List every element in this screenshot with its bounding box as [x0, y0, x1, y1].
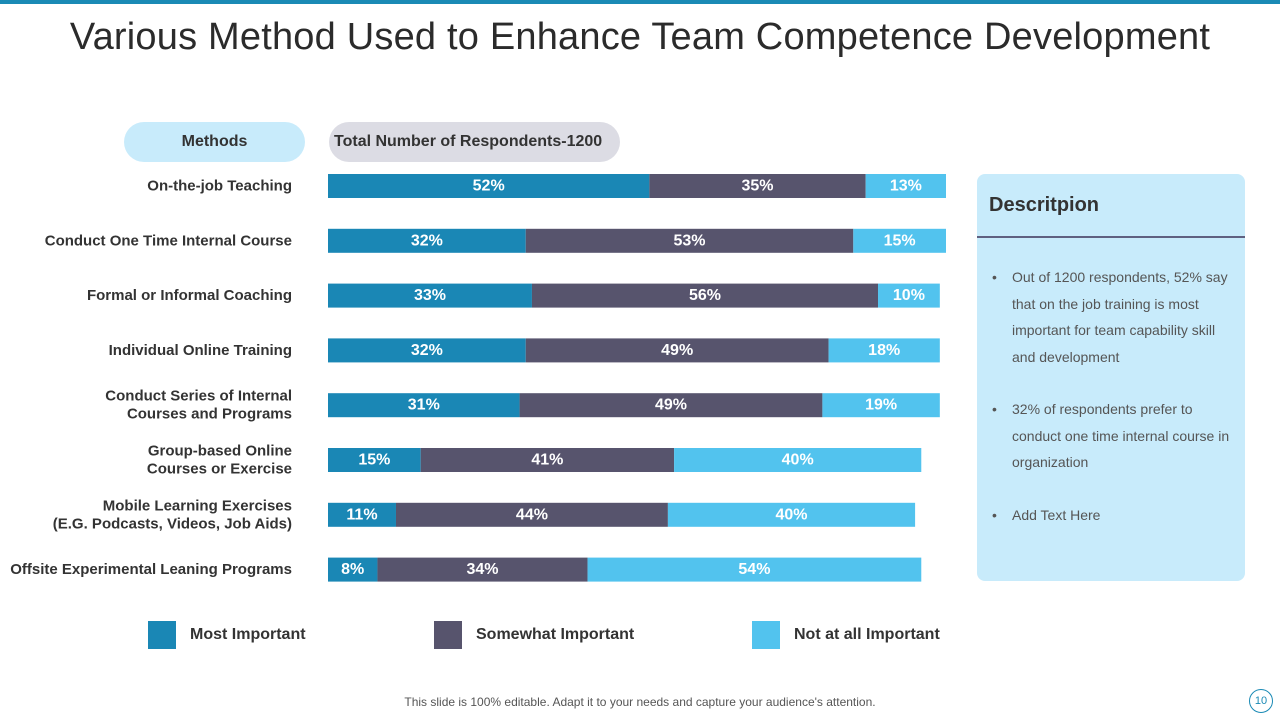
- bar-segment: [328, 393, 520, 418]
- description-item: • Add Text Here: [989, 502, 1239, 529]
- category-label: Individual Online Training: [109, 342, 292, 359]
- category-label: (E.G. Podcasts, Videos, Job Aids): [53, 515, 292, 532]
- data-label: 15%: [358, 452, 390, 469]
- description-panel: Descritpion • Out of 1200 respondents, 52…: [977, 174, 1245, 581]
- bullet-icon: •: [992, 269, 997, 285]
- bar-segment: [328, 448, 421, 472]
- bar-segment: [328, 557, 378, 582]
- bar-segment: [649, 174, 866, 198]
- category-label: Formal or Informal Coaching: [87, 287, 292, 304]
- legend-swatch-most: [148, 621, 176, 649]
- data-label: 54%: [738, 561, 770, 578]
- bar-segment: [531, 283, 879, 308]
- data-label: 31%: [408, 397, 440, 414]
- category-label: Conduct One Time Internal Course: [45, 232, 292, 249]
- bar-segment: [878, 283, 940, 308]
- data-label: 8%: [341, 561, 364, 578]
- methods-header-pill: Methods: [124, 122, 305, 162]
- bar-segment: [674, 448, 922, 472]
- description-item-text: 32% of respondents prefer to conduct one…: [1012, 401, 1230, 470]
- data-label: 49%: [661, 342, 693, 359]
- data-label: 34%: [466, 561, 498, 578]
- data-label: 33%: [414, 287, 446, 304]
- category-label: Conduct Series of Internal: [105, 388, 292, 405]
- description-item-text: Add Text Here: [1012, 506, 1101, 523]
- data-label: 41%: [531, 452, 563, 469]
- data-label: 35%: [741, 178, 773, 195]
- data-label: 19%: [865, 397, 897, 414]
- data-label: 18%: [868, 342, 900, 359]
- data-label: 56%: [689, 287, 721, 304]
- legend-swatch-somewhat: [434, 621, 462, 649]
- bar-segment: [525, 338, 829, 363]
- data-label: 40%: [775, 506, 807, 523]
- category-label: Courses and Programs: [127, 406, 292, 423]
- data-label: 52%: [473, 178, 505, 195]
- data-label: 32%: [411, 342, 443, 359]
- bar-segment: [828, 338, 940, 363]
- legend-label-not-at-all: Not at all Important: [794, 626, 940, 643]
- page-number: 10: [1249, 689, 1273, 713]
- stacked-bar-chart: On-the-job Teaching 52% 35% 13% Conduct One …: [10, 174, 946, 582]
- data-label: 40%: [782, 452, 814, 469]
- legend-somewhat-important: Somewhat Important: [434, 621, 634, 649]
- legend-label-somewhat: Somewhat Important: [476, 626, 635, 643]
- top-accent-line: [0, 0, 1280, 4]
- bar-segment: [525, 228, 854, 253]
- bar-segment: [822, 393, 940, 418]
- bar-segment: [587, 557, 922, 582]
- category-label: Offsite Experimental Leaning Programs: [10, 561, 292, 578]
- data-label: 32%: [411, 232, 443, 249]
- data-label: 11%: [346, 506, 377, 523]
- data-label: 53%: [674, 232, 706, 249]
- category-label: Mobile Learning Exercises: [103, 497, 292, 514]
- bar-segment: [667, 502, 916, 527]
- description-item: • 32% of respondents prefer to conduct on…: [989, 396, 1239, 476]
- data-label: 13%: [890, 178, 922, 195]
- category-label: On-the-job Teaching: [147, 178, 292, 195]
- legend-most-important: Most Important: [148, 621, 306, 649]
- description-item-text: Out of 1200 respondents, 52% say that on…: [1012, 269, 1228, 365]
- data-label: 10%: [893, 287, 925, 304]
- description-divider: [977, 236, 1245, 238]
- bar-segment: [328, 174, 650, 198]
- bar-segment: [328, 283, 532, 308]
- description-title: Descritpion: [989, 194, 1100, 216]
- bar-segment: [328, 338, 526, 363]
- bar-segment: [377, 557, 588, 582]
- footer-note: This slide is 100% editable. Adapt it to…: [404, 695, 876, 709]
- bullet-icon: •: [992, 506, 997, 523]
- legend-swatch-not-at-all: [752, 621, 780, 649]
- category-label: Group-based Online: [148, 443, 292, 460]
- bar-segment: [328, 502, 396, 527]
- bar-segment: [420, 448, 675, 472]
- bar-segment: [519, 393, 823, 418]
- data-label: 49%: [655, 397, 687, 414]
- description-item: • Out of 1200 respondents, 52% say that o…: [989, 264, 1239, 370]
- description-list: • Out of 1200 respondents, 52% say that o…: [989, 264, 1239, 554]
- category-label: Courses or Exercise: [147, 461, 292, 478]
- bar-segment: [853, 228, 946, 253]
- bar-segment: [865, 174, 946, 198]
- bullet-icon: •: [992, 401, 997, 417]
- legend-label-most: Most Important: [190, 626, 306, 643]
- total-respondents-pill: Total Number of Respondents-1200: [329, 122, 620, 162]
- bar-segment: [328, 228, 526, 253]
- data-label: 44%: [516, 506, 548, 523]
- data-label: 15%: [884, 232, 916, 249]
- legend-not-at-all-important: Not at all Important: [752, 621, 940, 649]
- bar-segment: [395, 502, 668, 527]
- page-title: Various Method Used to Enhance Team Comp…: [69, 16, 1211, 58]
